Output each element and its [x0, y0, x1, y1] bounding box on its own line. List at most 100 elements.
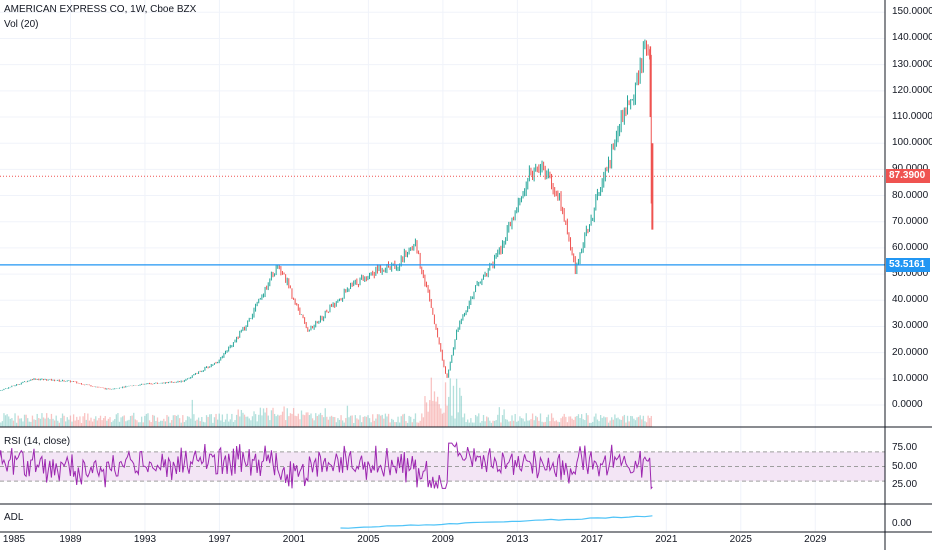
volume-bar [546, 417, 548, 427]
volume-bar [0, 422, 2, 427]
volume-bar [486, 416, 488, 427]
time-tick-label: 2009 [431, 534, 454, 545]
volume-bar [193, 414, 195, 427]
volume-bar [645, 422, 648, 427]
volume-bar [410, 416, 412, 427]
volume-bar [266, 407, 268, 427]
volume-bar [528, 420, 531, 427]
volume-bar [220, 420, 222, 427]
volume-bar [647, 415, 649, 427]
price-tick-label: 120.0000 [892, 84, 932, 96]
volume-bar [300, 410, 303, 427]
volume-bar [520, 418, 523, 427]
volume-bar [77, 419, 80, 427]
volume-bar [337, 418, 339, 427]
volume-bar [324, 408, 326, 427]
volume-bar [342, 420, 344, 427]
volume-bar [12, 420, 15, 427]
volume-bar [565, 416, 567, 427]
time-tick-label: 1997 [208, 534, 231, 545]
volume-bar [224, 419, 227, 427]
volume-bar [42, 417, 45, 427]
volume-bar [392, 419, 394, 427]
adl-pane [340, 515, 653, 529]
volume-bar [247, 416, 249, 427]
volume-bar [215, 413, 217, 427]
volume-bar [650, 415, 652, 427]
price-candles [0, 39, 654, 391]
volume-bar [492, 420, 494, 427]
volume-indicator-label[interactable]: Vol (20) [4, 19, 39, 30]
volume-bar [552, 417, 554, 427]
volume-bar [38, 418, 40, 427]
volume-bar [218, 413, 220, 427]
volume-bar [505, 419, 507, 427]
volume-bar [524, 421, 526, 427]
volume-bar [201, 416, 203, 427]
volume-bar [156, 417, 159, 427]
volume-bar [212, 422, 214, 427]
volume-bar [280, 414, 282, 427]
volume-bar [555, 420, 557, 427]
adl-indicator-label[interactable]: ADL [4, 512, 24, 523]
volume-bar [367, 415, 369, 427]
volume-bar [231, 413, 233, 427]
volume-bar [346, 405, 349, 427]
volume-bar [291, 413, 293, 427]
volume-bar [281, 411, 284, 427]
volume-bar [421, 413, 423, 427]
volume-bar [604, 417, 607, 427]
volume-bar [117, 413, 119, 427]
volume-bar [615, 418, 618, 427]
volume-bar [319, 412, 322, 427]
volume-bar [46, 413, 48, 427]
volume-bar [285, 420, 287, 427]
price-tick-label: 150.0000 [892, 6, 932, 18]
volume-bar [139, 422, 141, 427]
volume-bar [33, 419, 35, 427]
volume-bar [577, 414, 580, 427]
rsi-tick-label: 75.00 [892, 442, 918, 454]
time-tick-label: 2001 [282, 534, 306, 545]
volume-bar [536, 417, 538, 427]
volume-bar [612, 419, 614, 427]
volume-bar [321, 415, 323, 427]
chart-title[interactable]: AMERICAN EXPRESS CO, 1W, Cboe BZX [4, 4, 197, 15]
volume-bar [503, 409, 505, 427]
volume-bar [368, 418, 371, 427]
volume-bar [587, 415, 589, 427]
volume-bar [169, 422, 171, 427]
volume-bar [277, 414, 279, 427]
volume-bar [61, 413, 64, 427]
volume-bar [235, 414, 238, 427]
volume-bar [435, 401, 437, 427]
volume-bar [106, 420, 108, 427]
volume-bar [460, 395, 463, 427]
volume-bar [620, 419, 622, 427]
volume-bar [362, 416, 364, 427]
volume-bar [493, 420, 496, 427]
last-price-badge: 87.3900 [886, 169, 930, 184]
volume-bar [531, 413, 534, 427]
volume-bar [20, 418, 23, 427]
volume-bar [490, 422, 493, 427]
volume-bar [308, 415, 311, 427]
volume-bar [361, 422, 363, 427]
volume-bar [579, 417, 581, 427]
volume-bar [539, 413, 542, 427]
rsi-indicator-label[interactable]: RSI (14, close) [4, 436, 71, 447]
volume-bar [150, 422, 152, 427]
volume-bar [335, 422, 337, 427]
volume-bar [623, 414, 626, 427]
volume-bar [289, 413, 292, 427]
volume-bar [405, 421, 407, 427]
volume-bar [562, 416, 564, 427]
volume-bar [122, 416, 124, 427]
volume-bar [112, 420, 114, 427]
volume-bar [457, 412, 459, 427]
volume-bar [628, 421, 630, 427]
time-tick-label: 2017 [580, 534, 603, 545]
volume-bar [372, 414, 374, 427]
volume-bar [95, 416, 97, 427]
